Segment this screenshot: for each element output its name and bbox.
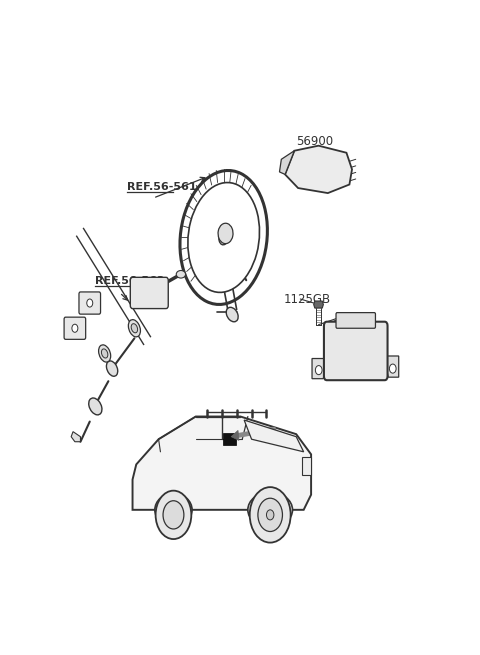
Polygon shape: [314, 301, 324, 308]
Text: 84530: 84530: [332, 319, 369, 332]
FancyBboxPatch shape: [64, 317, 85, 339]
Circle shape: [250, 487, 290, 542]
Polygon shape: [302, 457, 311, 474]
Ellipse shape: [89, 398, 102, 415]
Circle shape: [389, 364, 396, 373]
Polygon shape: [285, 145, 352, 193]
Circle shape: [315, 365, 322, 375]
Polygon shape: [386, 356, 399, 377]
Ellipse shape: [176, 271, 186, 278]
FancyBboxPatch shape: [130, 277, 168, 309]
Polygon shape: [244, 420, 304, 452]
Ellipse shape: [218, 223, 233, 244]
Ellipse shape: [131, 324, 138, 333]
Polygon shape: [231, 430, 239, 440]
Ellipse shape: [98, 345, 111, 362]
FancyBboxPatch shape: [79, 292, 100, 314]
Ellipse shape: [188, 183, 260, 292]
Ellipse shape: [155, 493, 192, 526]
Ellipse shape: [107, 361, 118, 376]
Text: REF.56-563: REF.56-563: [96, 276, 165, 286]
Bar: [223, 433, 236, 445]
Text: REF.56-561: REF.56-561: [127, 182, 197, 192]
Polygon shape: [312, 358, 325, 379]
Circle shape: [258, 498, 282, 531]
Polygon shape: [71, 432, 81, 441]
Ellipse shape: [101, 349, 108, 358]
Circle shape: [266, 510, 274, 520]
Ellipse shape: [248, 492, 292, 527]
Text: 1125GB: 1125GB: [283, 293, 330, 305]
Circle shape: [156, 491, 192, 539]
Circle shape: [87, 299, 93, 307]
Ellipse shape: [128, 320, 141, 337]
Polygon shape: [279, 151, 294, 174]
Circle shape: [163, 500, 184, 529]
Polygon shape: [132, 417, 311, 510]
Ellipse shape: [219, 230, 228, 245]
Circle shape: [72, 324, 78, 332]
FancyBboxPatch shape: [336, 312, 375, 328]
Ellipse shape: [226, 307, 238, 322]
FancyBboxPatch shape: [324, 322, 387, 380]
Text: 56900: 56900: [296, 135, 333, 148]
